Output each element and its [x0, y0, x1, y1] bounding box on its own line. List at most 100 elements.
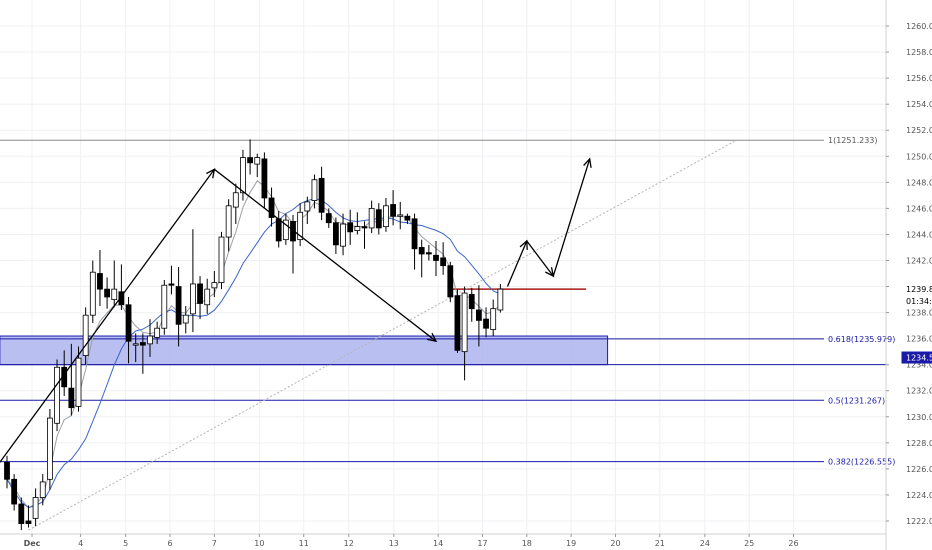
candle-body — [111, 288, 118, 300]
candle — [261, 152, 268, 209]
candle-body — [225, 205, 232, 238]
candle — [54, 359, 60, 432]
candle-body — [168, 283, 175, 286]
fib-level-1-label: 1(1251.233) — [828, 136, 878, 145]
dotted-trendline — [28, 139, 737, 531]
candle-body — [404, 215, 411, 221]
candle — [225, 199, 232, 252]
candle-body — [311, 179, 318, 201]
candle-body — [425, 252, 432, 255]
candle — [189, 229, 196, 333]
price-tick-label: 1248.000 — [906, 178, 932, 187]
trend-lines — [28, 139, 737, 531]
candle — [97, 250, 103, 307]
price-tick-label: 1244.000 — [906, 230, 932, 239]
candle — [282, 213, 289, 245]
price-badge-label: 1234.550 — [906, 354, 932, 363]
candle — [390, 190, 397, 226]
price-tick-label: 1224.000 — [906, 491, 932, 500]
arrowhead — [427, 332, 438, 343]
candle-body — [275, 218, 282, 242]
candle — [68, 343, 75, 416]
candle — [397, 201, 404, 230]
price-tick-label: 1258.000 — [906, 48, 932, 57]
arrowhead — [545, 267, 555, 278]
candle — [4, 455, 10, 489]
candle — [468, 287, 475, 322]
candle-body — [340, 223, 346, 247]
candle-body — [25, 520, 32, 524]
candle — [139, 333, 146, 374]
forecast-arrow — [506, 158, 591, 287]
time-axis[interactable]: Dec 4 5 6 7 10 11 12 13 14 17 18 19 20 21 24 25 26 — [0, 533, 886, 548]
candle-body — [161, 284, 168, 329]
candle — [375, 203, 382, 235]
price-badge — [901, 351, 932, 364]
arrowhead — [519, 239, 528, 250]
candle — [211, 270, 218, 297]
price-badge-label: 1239.814 — [906, 285, 932, 294]
demand-zone — [0, 335, 609, 366]
candle-body — [247, 157, 254, 164]
price-tick-label: 1238.000 — [906, 309, 932, 318]
candle — [125, 296, 132, 364]
time-tick-label: 20 — [610, 539, 620, 548]
candle-body — [175, 286, 182, 325]
price-tick-label: 1232.000 — [906, 387, 932, 396]
candle — [25, 505, 32, 528]
drawn-arrows — [0, 157, 592, 463]
candle-body — [325, 213, 332, 224]
candle — [111, 260, 118, 308]
candle — [11, 474, 18, 511]
candle-body — [483, 318, 489, 329]
candle — [175, 267, 182, 347]
candle — [232, 183, 239, 225]
candle — [440, 242, 447, 275]
candle — [433, 240, 439, 277]
candle — [290, 214, 296, 274]
time-tick-label: 4 — [78, 539, 83, 548]
candle — [418, 239, 425, 278]
candle-body — [375, 209, 382, 229]
candle — [168, 265, 175, 295]
candle — [182, 306, 189, 334]
price-tick-label: 1250.000 — [906, 152, 932, 161]
candle-body — [332, 222, 339, 246]
candle — [411, 213, 418, 270]
time-tick-label: 13 — [389, 539, 399, 548]
candle — [425, 244, 432, 261]
candle — [404, 213, 411, 225]
candle-body — [475, 309, 482, 321]
candle — [497, 283, 504, 313]
time-tick-label: 6 — [167, 539, 172, 548]
price-badge-label: 01:34:03 — [906, 297, 932, 306]
candle — [354, 212, 361, 235]
candle-body — [447, 265, 454, 298]
candle-body — [18, 503, 25, 524]
slow-moving-average — [6, 197, 501, 509]
candle-body — [204, 288, 211, 306]
candle — [332, 217, 339, 254]
candle — [89, 260, 96, 324]
time-tick-label: 19 — [566, 539, 576, 548]
candle-body — [490, 308, 497, 330]
candle-body — [268, 197, 275, 218]
arrowhead — [206, 168, 216, 179]
price-tick-label: 1230.000 — [906, 413, 932, 422]
candle-body — [104, 288, 110, 298]
price-badge — [902, 295, 932, 307]
fast-moving-average — [6, 180, 501, 509]
time-tick-label: 12 — [344, 539, 354, 548]
price-badge — [902, 283, 932, 295]
candle — [32, 488, 39, 527]
candle-body — [418, 247, 425, 255]
fib-level-label: 0.618(1235.979) — [828, 335, 895, 344]
candle — [475, 285, 482, 347]
price-tick-label: 1246.000 — [906, 204, 932, 213]
candle — [197, 276, 203, 320]
candle-body — [390, 204, 397, 217]
support-zone — [0, 335, 609, 366]
candle — [268, 187, 275, 227]
